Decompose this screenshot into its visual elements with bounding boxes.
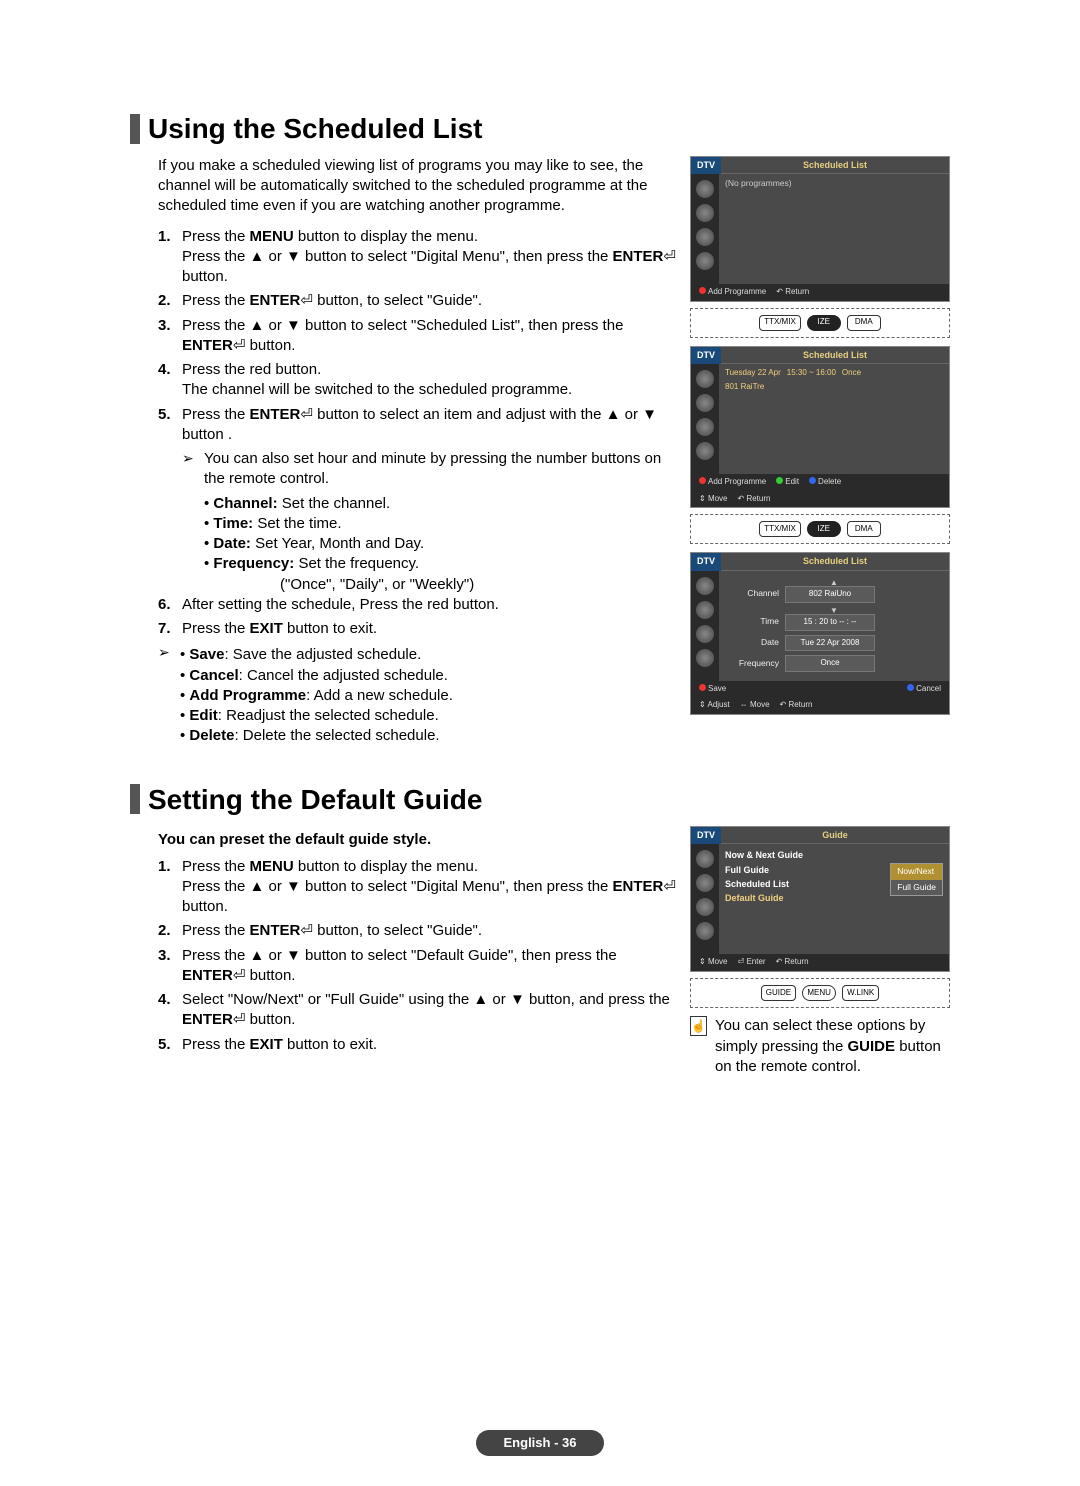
tv-side-icons — [691, 174, 719, 284]
dma-button: DMA — [847, 315, 881, 331]
tv-footer2: ⇕ Move ↶ Return — [691, 491, 949, 508]
page-number: English - 36 — [476, 1430, 605, 1456]
no-programmes: (No programmes) — [725, 178, 943, 189]
tv-side-icons — [691, 844, 719, 954]
tv-title: Guide — [721, 827, 949, 844]
section1-text: If you make a scheduled viewing list of … — [130, 156, 678, 751]
step5-note: ➢ You can also set hour and minute by pr… — [182, 449, 678, 490]
tv-footer: Add Programme Edit Delete — [691, 474, 949, 491]
tv-scheduled-list: DTV Scheduled List Tuesday 22 Apr 15:30 … — [690, 346, 950, 509]
section2-screens: DTV Guide Now & Next GuideFull GuideSche… — [690, 826, 950, 1077]
guide-tip: ☝ You can select these options by simply… — [690, 1016, 950, 1077]
menu-icon — [696, 874, 714, 892]
section2-sub: You can preset the default guide style. — [158, 830, 678, 850]
menu-icon — [696, 577, 714, 595]
tv-footer: Save Cancel — [691, 681, 949, 698]
guide-items: Now & Next GuideFull GuideScheduled List… — [719, 844, 949, 954]
section1-intro: If you make a scheduled viewing list of … — [158, 156, 678, 217]
menu-icon — [696, 898, 714, 916]
tv-guide-menu: DTV Guide Now & Next GuideFull GuideSche… — [690, 826, 950, 972]
ize-button: IZE — [807, 521, 841, 537]
dtv-badge: DTV — [691, 157, 721, 174]
opt-now-next: Now/Next — [891, 864, 942, 879]
end-bullets: Save: Save the adjusted schedule.Cancel:… — [180, 645, 678, 746]
step5-note-text: You can also set hour and minute by pres… — [204, 449, 678, 490]
tv-side-icons — [691, 364, 719, 474]
section2-body: You can preset the default guide style. … — [130, 826, 950, 1077]
menu-icon — [696, 601, 714, 619]
channel-field: 802 RaiUno — [785, 586, 875, 603]
tv-scheduled-edit: DTV Scheduled List ▲ Channel 802 RaiUno … — [690, 552, 950, 715]
time-field: 15 : 20 to -- : -- — [785, 614, 875, 631]
tv-title: Scheduled List — [721, 553, 949, 570]
ize-button: IZE — [807, 315, 841, 331]
guide-options: Now/Next Full Guide — [890, 863, 943, 896]
menu-icon — [696, 922, 714, 940]
date-field: Tue 22 Apr 2008 — [785, 635, 875, 652]
section1-title: Using the Scheduled List — [148, 110, 482, 148]
section1-steps: 1.Press the MENU button to display the m… — [130, 227, 678, 446]
section2-title: Setting the Default Guide — [148, 781, 482, 819]
menu-icon — [696, 394, 714, 412]
guide-button: GUIDE — [761, 985, 796, 1001]
section1-steps67: 6.After setting the schedule, Press the … — [130, 595, 678, 640]
tv-footer2: ⇕ Adjust ⇔ Move ↶ Return — [691, 697, 949, 714]
dtv-badge: DTV — [691, 827, 721, 844]
wlink-button: W.LINK — [842, 985, 879, 1001]
tv-side-icons — [691, 571, 719, 681]
menu-icon — [696, 370, 714, 388]
tv-content: Tuesday 22 Apr 15:30 ~ 16:00 Once 801 Ra… — [719, 364, 949, 474]
menu-icon — [696, 228, 714, 246]
remote-diagram-2: TTX/MIX IZE DMA — [690, 514, 950, 544]
tv-content: (No programmes) — [719, 174, 949, 284]
down-arrow-icon: ▼ — [725, 607, 943, 614]
menu-icon — [696, 204, 714, 222]
tv-scheduled-empty: DTV Scheduled List (No programmes) Add P… — [690, 156, 950, 302]
dma-button: DMA — [847, 521, 881, 537]
menu-icon — [696, 850, 714, 868]
note-arrow-icon: ➢ — [182, 449, 204, 490]
menu-icon — [696, 418, 714, 436]
page-footer: English - 36 — [0, 1430, 1080, 1456]
opt-full-guide: Full Guide — [891, 880, 942, 895]
section1-screens: DTV Scheduled List (No programmes) Add P… — [690, 156, 950, 751]
ttxmix-button: TTX/MIX — [759, 315, 801, 331]
remote-diagram-1: TTX/MIX IZE DMA — [690, 308, 950, 338]
section2-heading: Setting the Default Guide — [130, 781, 950, 819]
step5-bullets: Channel: Set the channel.Time: Set the t… — [130, 494, 678, 575]
up-arrow-icon: ▲ — [725, 579, 943, 586]
menu-icon — [696, 180, 714, 198]
tv-footer: Add Programme ↶ Return — [691, 284, 949, 301]
remote-diagram-3: GUIDE MENU W.LINK — [690, 978, 950, 1008]
section1-heading: Using the Scheduled List — [130, 110, 950, 148]
heading-bar — [130, 784, 140, 814]
freq-field: Once — [785, 655, 875, 672]
tip-text: You can select these options by simply p… — [715, 1016, 950, 1077]
tv-title: Scheduled List — [721, 157, 949, 174]
section1-body: If you make a scheduled viewing list of … — [130, 156, 950, 751]
dtv-badge: DTV — [691, 553, 721, 570]
heading-bar — [130, 114, 140, 144]
section2-steps: 1.Press the MENU button to display the m… — [130, 857, 678, 1055]
tv-edit-form: ▲ Channel 802 RaiUno ▼ Time 15 : 20 to -… — [719, 571, 949, 681]
section2-text: You can preset the default guide style. … — [130, 826, 678, 1077]
menu-icon — [696, 625, 714, 643]
ttxmix-button: TTX/MIX — [759, 521, 801, 537]
menu-icon — [696, 442, 714, 460]
end-note: ➢ Save: Save the adjusted schedule.Cance… — [158, 643, 678, 746]
note-arrow-icon: ➢ — [158, 643, 180, 746]
menu-icon — [696, 252, 714, 270]
menu-icon — [696, 649, 714, 667]
hand-icon: ☝ — [690, 1016, 707, 1036]
freq-hint: ("Once", "Daily", or "Weekly") — [130, 575, 678, 595]
tv-title: Scheduled List — [721, 347, 949, 364]
tv-footer: ⇕ Move ⏎ Enter ↶ Return — [691, 954, 949, 971]
dtv-badge: DTV — [691, 347, 721, 364]
menu-button: MENU — [802, 985, 836, 1001]
